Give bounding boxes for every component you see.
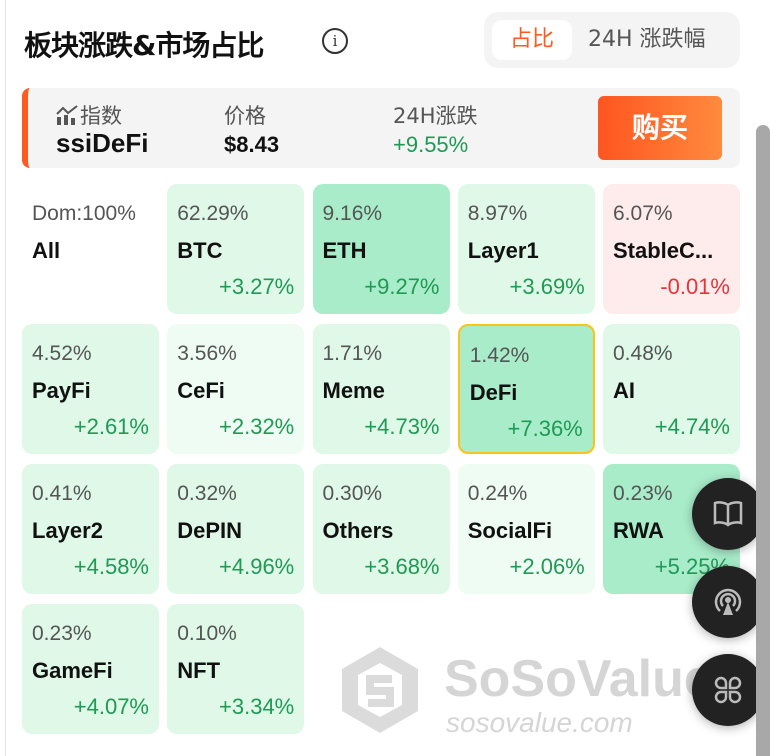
sector-change: +9.27% (364, 274, 440, 299)
price-label: 价格 (224, 104, 266, 128)
sector-name: AI (613, 378, 635, 403)
broadcast-icon (714, 588, 742, 615)
sector-share: 6.07% (613, 202, 673, 225)
scrollbar[interactable] (756, 125, 770, 756)
sector-name: CeFi (177, 378, 225, 403)
sector-cell[interactable]: 0.24% SocialFi +2.06% (457, 464, 595, 594)
sector-share: 0.10% (177, 622, 237, 645)
sector-cell[interactable]: 0.10% NFT +3.34% (167, 604, 305, 734)
sector-share: 9.16% (322, 202, 383, 225)
sector-share: 3.56% (177, 342, 237, 365)
sector-change: +4.58% (73, 554, 149, 579)
index-name: ssiDeFi (56, 128, 149, 158)
menu-button[interactable] (692, 654, 764, 726)
sector-cell[interactable]: 1.71% Meme +4.73% (312, 324, 450, 454)
sector-change: +2.61% (73, 414, 149, 439)
sector-share: 8.97% (467, 202, 528, 225)
sector-change: +4.07% (73, 694, 149, 719)
sector-share: 1.71% (322, 342, 383, 365)
sector-share: Dom:100% (32, 202, 136, 225)
sector-name: NFT (177, 658, 221, 683)
sector-change: +4.74% (654, 414, 730, 439)
sector-cell[interactable]: Dom:100% All (22, 184, 159, 314)
index-bar: 指数 ssiDeFi 价格 $8.43 24H涨跌 +9.55% 购买 (22, 88, 740, 168)
watermark-url: sosovalue.com (446, 707, 633, 738)
sector-cell[interactable]: 3.56% CeFi +2.32% (167, 324, 305, 454)
sector-share: 1.42% (469, 344, 530, 367)
sector-share: 0.32% (177, 482, 237, 505)
change-label: 24H涨跌 (393, 104, 478, 128)
tab-share[interactable]: 占比 (492, 20, 572, 60)
sector-cell[interactable]: 0.30% Others +3.68% (312, 464, 450, 594)
sector-change: +7.36% (507, 416, 583, 441)
sector-share: 0.23% (613, 482, 673, 505)
sector-cell[interactable]: 0.48% AI +4.74% (603, 324, 740, 454)
sector-cell[interactable]: 9.16% ETH +9.27% (312, 184, 450, 314)
panel-border (0, 0, 6, 756)
sector-share: 62.29% (177, 202, 249, 225)
sector-name: SocialFi (467, 518, 553, 543)
sector-change: -0.01% (660, 274, 730, 299)
book-icon (713, 501, 743, 527)
sector-name: Others (322, 518, 394, 543)
index-label: 指数 (56, 100, 122, 130)
chart-trend-icon (56, 105, 78, 125)
view-toggle: 占比 24H 涨跌幅 (484, 12, 740, 68)
sector-name: RWA (613, 518, 664, 543)
sector-name: Meme (322, 378, 385, 403)
sector-share: 0.24% (467, 482, 528, 505)
sector-name: BTC (177, 238, 223, 263)
sector-name: PayFi (32, 378, 91, 403)
sector-cell[interactable]: 0.41% Layer2 +4.58% (22, 464, 159, 594)
watermark-brand: SoSoValue (444, 650, 713, 708)
book-button[interactable] (692, 478, 764, 550)
sector-change: +4.73% (364, 414, 440, 439)
page-title: 板块涨跌&市场占比 (24, 29, 264, 62)
sector-name: Layer1 (467, 238, 539, 263)
sector-change: +3.27% (219, 274, 295, 299)
sosovalue-logo (342, 647, 418, 733)
sector-name: StableC... (613, 238, 714, 263)
sector-cell[interactable]: 0.32% DePIN +4.96% (167, 464, 305, 594)
sector-change: +4.96% (219, 554, 295, 579)
info-icon[interactable]: i (322, 28, 348, 54)
sector-change: +3.68% (364, 554, 440, 579)
sector-share: 0.41% (32, 482, 92, 505)
sector-cell[interactable]: 8.97% Layer1 +3.69% (457, 184, 595, 314)
change-value: +9.55% (393, 132, 469, 157)
sector-cell[interactable]: 1.42% DeFi +7.36% (457, 324, 595, 454)
sector-name: DeFi (469, 380, 518, 405)
sector-name: DePIN (177, 518, 243, 543)
sector-share: 0.23% (32, 622, 92, 645)
sector-cell[interactable]: 4.52% PayFi +2.61% (22, 324, 159, 454)
sector-name: GameFi (32, 658, 113, 683)
sector-cell[interactable]: 0.23% GameFi +4.07% (22, 604, 159, 734)
sector-cell[interactable]: 62.29% BTC +3.27% (167, 184, 305, 314)
sector-share: 4.52% (32, 342, 92, 365)
sector-name: ETH (322, 238, 367, 263)
sector-change: +2.32% (219, 414, 295, 439)
price-value: $8.43 (224, 132, 280, 157)
broadcast-button[interactable] (692, 566, 764, 638)
tab-24h-change[interactable]: 24H 涨跌幅 (588, 27, 706, 52)
sector-change: +2.06% (509, 554, 585, 579)
sector-share: 0.48% (613, 342, 673, 365)
sector-change: +3.34% (219, 694, 295, 719)
sector-share: 0.30% (322, 482, 383, 505)
sector-change: +3.69% (509, 274, 585, 299)
sector-cell[interactable]: 6.07% StableC... -0.01% (603, 184, 740, 314)
buy-button[interactable]: 购买 (598, 96, 722, 160)
sector-name: All (32, 238, 61, 263)
sector-name: Layer2 (32, 518, 103, 543)
clover-menu-icon (714, 676, 742, 704)
